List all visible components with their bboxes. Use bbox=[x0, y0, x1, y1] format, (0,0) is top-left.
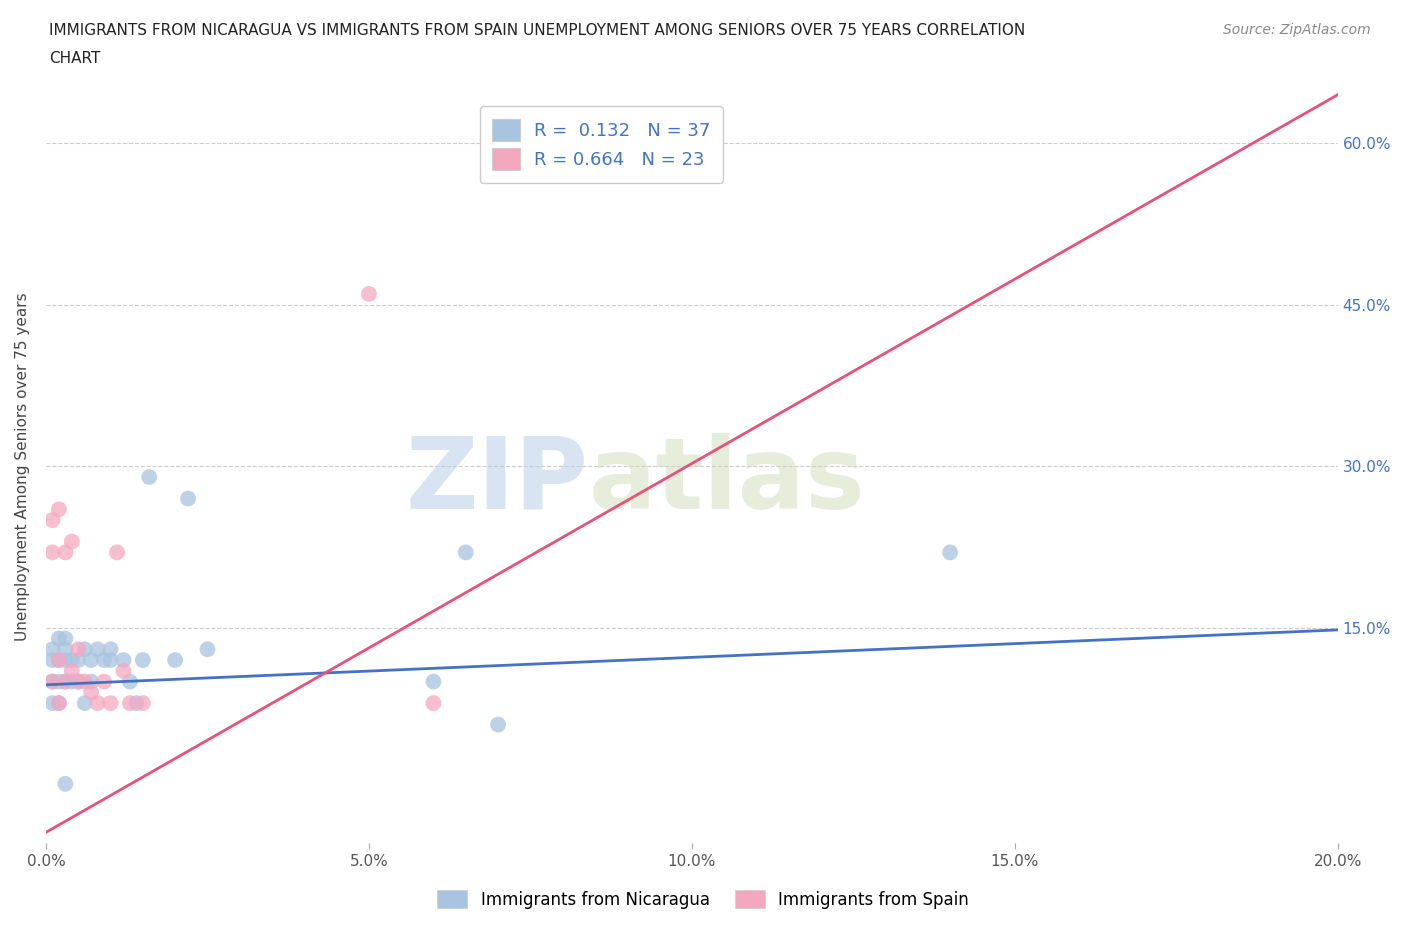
Point bbox=[48, 696, 70, 711]
Point bbox=[80, 653, 103, 668]
Point bbox=[86, 642, 108, 657]
Point bbox=[41, 653, 63, 668]
Point bbox=[53, 642, 76, 657]
Point bbox=[100, 696, 122, 711]
Text: atlas: atlas bbox=[589, 432, 865, 530]
Point bbox=[357, 286, 380, 301]
Point bbox=[53, 777, 76, 791]
Point bbox=[48, 653, 70, 668]
Point bbox=[454, 545, 477, 560]
Point bbox=[93, 674, 115, 689]
Point bbox=[80, 684, 103, 699]
Point bbox=[41, 642, 63, 657]
Text: IMMIGRANTS FROM NICARAGUA VS IMMIGRANTS FROM SPAIN UNEMPLOYMENT AMONG SENIORS OV: IMMIGRANTS FROM NICARAGUA VS IMMIGRANTS … bbox=[49, 23, 1025, 38]
Point bbox=[112, 663, 135, 678]
Point bbox=[422, 674, 444, 689]
Point bbox=[73, 696, 96, 711]
Point bbox=[165, 653, 187, 668]
Point bbox=[197, 642, 219, 657]
Point bbox=[486, 717, 509, 732]
Point bbox=[86, 696, 108, 711]
Point bbox=[48, 653, 70, 668]
Point bbox=[48, 696, 70, 711]
Point bbox=[48, 674, 70, 689]
Point bbox=[48, 631, 70, 646]
Point bbox=[177, 491, 200, 506]
Point bbox=[100, 653, 122, 668]
Point bbox=[53, 674, 76, 689]
Point bbox=[67, 674, 90, 689]
Point bbox=[41, 696, 63, 711]
Point bbox=[53, 653, 76, 668]
Text: ZIP: ZIP bbox=[405, 432, 589, 530]
Point bbox=[125, 696, 148, 711]
Point bbox=[73, 642, 96, 657]
Point bbox=[41, 674, 63, 689]
Point bbox=[112, 653, 135, 668]
Point bbox=[105, 545, 128, 560]
Point bbox=[118, 696, 141, 711]
Point bbox=[73, 674, 96, 689]
Point bbox=[60, 674, 83, 689]
Point bbox=[118, 674, 141, 689]
Point bbox=[100, 642, 122, 657]
Point bbox=[132, 653, 155, 668]
Legend: Immigrants from Nicaragua, Immigrants from Spain: Immigrants from Nicaragua, Immigrants fr… bbox=[429, 882, 977, 917]
Point bbox=[67, 653, 90, 668]
Point bbox=[41, 512, 63, 527]
Point bbox=[80, 674, 103, 689]
Text: CHART: CHART bbox=[49, 51, 101, 66]
Point bbox=[422, 696, 444, 711]
Point bbox=[60, 534, 83, 549]
Point bbox=[138, 470, 160, 485]
Legend: R =  0.132   N = 37, R = 0.664   N = 23: R = 0.132 N = 37, R = 0.664 N = 23 bbox=[479, 106, 723, 182]
Point bbox=[93, 653, 115, 668]
Point bbox=[53, 631, 76, 646]
Point bbox=[60, 663, 83, 678]
Point bbox=[60, 653, 83, 668]
Point bbox=[53, 545, 76, 560]
Point bbox=[939, 545, 962, 560]
Text: Source: ZipAtlas.com: Source: ZipAtlas.com bbox=[1223, 23, 1371, 37]
Point bbox=[67, 642, 90, 657]
Point bbox=[41, 674, 63, 689]
Point bbox=[67, 674, 90, 689]
Point bbox=[132, 696, 155, 711]
Point bbox=[41, 545, 63, 560]
Y-axis label: Unemployment Among Seniors over 75 years: Unemployment Among Seniors over 75 years bbox=[15, 292, 30, 641]
Point bbox=[53, 674, 76, 689]
Point bbox=[48, 502, 70, 517]
